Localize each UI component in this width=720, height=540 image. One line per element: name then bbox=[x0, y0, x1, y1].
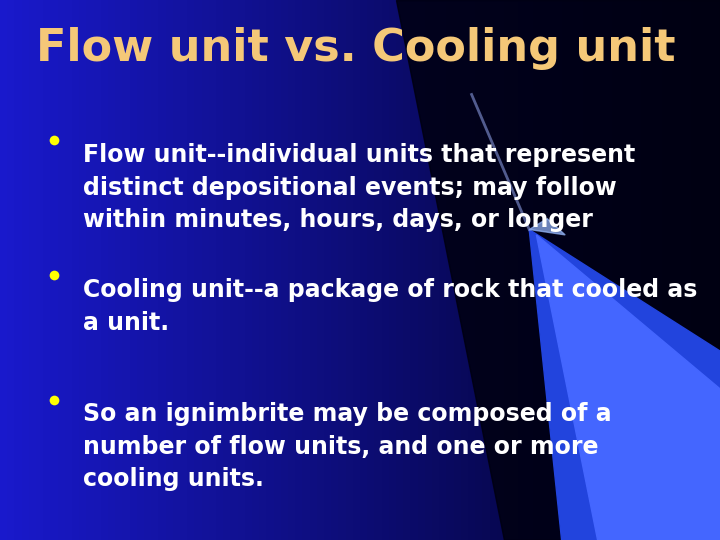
Polygon shape bbox=[529, 219, 565, 235]
Text: So an ignimbrite may be composed of a
number of flow units, and one or more
cool: So an ignimbrite may be composed of a nu… bbox=[83, 402, 611, 491]
Text: Flow unit--individual units that represent
distinct depositional events; may fol: Flow unit--individual units that represe… bbox=[83, 143, 635, 232]
Text: Cooling unit--a package of rock that cooled as
a unit.: Cooling unit--a package of rock that coo… bbox=[83, 278, 697, 335]
Polygon shape bbox=[396, 0, 720, 540]
Polygon shape bbox=[536, 235, 720, 540]
Polygon shape bbox=[529, 230, 720, 540]
Text: Flow unit vs. Cooling unit: Flow unit vs. Cooling unit bbox=[36, 27, 675, 70]
